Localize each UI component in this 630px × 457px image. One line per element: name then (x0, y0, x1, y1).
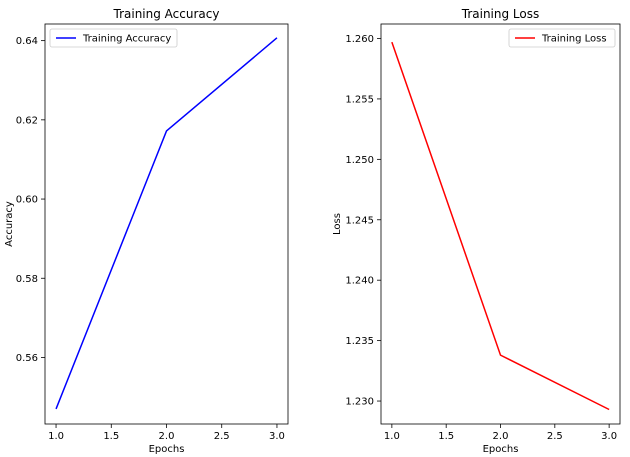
x-tick-label: 3.0 (269, 431, 285, 442)
x-tick-label: 2.5 (547, 431, 563, 442)
y-tick-label: 0.56 (16, 353, 38, 364)
chart-panel-2: 1.0 1.5 2.0 2.5 3.0 1.230 1.235 1.240 1.245 1.250… (332, 7, 621, 455)
y-tick-label: 0.58 (16, 274, 38, 285)
y-tick-label: 1.235 (345, 336, 374, 347)
y-tick-label: 0.62 (16, 115, 38, 126)
y-axis-label: Accuracy (4, 201, 15, 247)
chart-panel-1: 1.0 1.5 2.0 2.5 3.0 0.56 0.58 0.60 0.62 0.64 Train… (4, 7, 289, 455)
plot-frame (44, 23, 289, 425)
chart-title: Training Accuracy (113, 7, 220, 21)
legend: Training Loss (508, 28, 616, 48)
x-tick-label: 1.0 (48, 431, 64, 442)
x-tick-label: 2.0 (493, 431, 509, 442)
y-tick-label: 0.64 (16, 36, 38, 47)
legend-label: Training Accuracy (82, 34, 171, 45)
x-tick-label: 1.0 (384, 431, 400, 442)
series-line (55, 37, 278, 410)
y-tick-label: 1.255 (345, 94, 374, 105)
y-tick-label: 1.250 (345, 155, 374, 166)
x-tick-label: 2.0 (159, 431, 175, 442)
legend-box (508, 28, 616, 48)
x-tick-label: 1.5 (438, 431, 454, 442)
x-tick-label: 2.5 (214, 431, 230, 442)
series-line (391, 41, 610, 411)
chart-title: Training Loss (461, 7, 539, 21)
legend: Training Accuracy (49, 28, 178, 48)
x-tick-label: 3.0 (601, 431, 617, 442)
plot-frame (380, 23, 621, 425)
legend-label: Training Loss (541, 34, 607, 45)
x-tick-label: 1.5 (103, 431, 119, 442)
legend-box (49, 28, 178, 48)
x-axis-label: Epochs (149, 444, 185, 455)
y-axis-label: Loss (332, 213, 343, 235)
y-tick-label: 1.230 (345, 397, 374, 408)
y-tick-label: 1.245 (345, 215, 374, 226)
y-tick-label: 1.240 (345, 276, 374, 287)
y-tick-label: 1.260 (345, 34, 374, 45)
x-axis-label: Epochs (483, 444, 519, 455)
y-tick-label: 0.60 (16, 195, 38, 206)
